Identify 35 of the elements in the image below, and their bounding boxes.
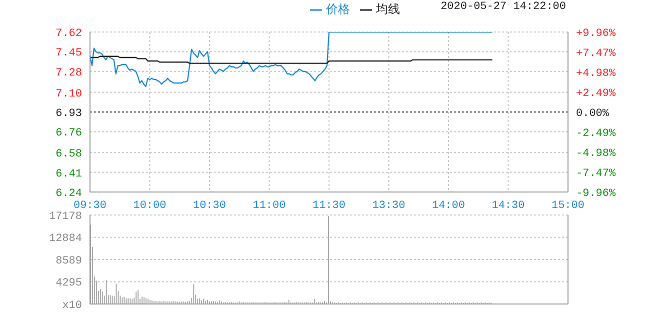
- legend-label: 均线: [376, 2, 400, 16]
- y2-tick-label: -2.49%: [576, 128, 616, 140]
- y-tick-label: 4295: [56, 278, 82, 290]
- y-tick-label: 7.28: [56, 67, 82, 80]
- y-tick-label: 6.24: [56, 188, 82, 200]
- x-tick-label: 09:30: [73, 200, 107, 212]
- legend-label: 价格: [326, 2, 350, 16]
- x-tick-label: 11:30: [312, 200, 346, 212]
- y-tick-label: x10: [62, 300, 82, 312]
- x-tick-label: 13:30: [372, 200, 406, 212]
- x-tick-label: 10:30: [192, 200, 226, 212]
- y2-tick-label: +9.96%: [576, 28, 616, 40]
- y2-tick-label: 0.00%: [576, 108, 610, 120]
- y-tick-label: 12884: [48, 233, 82, 246]
- y-tick-label: 7.45: [56, 48, 82, 60]
- y-tick-label: 8589: [56, 255, 82, 268]
- y2-tick-label: -7.47%: [576, 168, 616, 180]
- y2-tick-label: -4.98%: [576, 148, 616, 160]
- y-tick-label: 17178: [48, 210, 82, 223]
- y2-tick-label: +7.47%: [576, 48, 616, 60]
- x-tick-label: 11:00: [252, 200, 286, 212]
- y2-tick-label: -9.96%: [576, 188, 616, 200]
- x-tick-label: 15:00: [551, 200, 585, 212]
- y-tick-label: 7.62: [56, 28, 82, 40]
- y2-tick-label: +2.49%: [576, 88, 616, 100]
- y-tick-label: 6.76: [56, 128, 82, 140]
- x-tick-label: 10:00: [133, 200, 166, 212]
- x-tick-label: 14:00: [432, 200, 466, 212]
- text: 2020-05-27 14:22:00: [440, 1, 566, 13]
- y-tick-label: 6.41: [56, 168, 82, 180]
- x-tick-label: 14:30: [492, 200, 525, 212]
- y-tick-label: 6.93: [56, 108, 82, 120]
- y-tick-label: 7.10: [56, 88, 82, 100]
- y2-tick-label: +4.98%: [576, 68, 616, 80]
- y-tick-label: 6.58: [56, 148, 82, 161]
